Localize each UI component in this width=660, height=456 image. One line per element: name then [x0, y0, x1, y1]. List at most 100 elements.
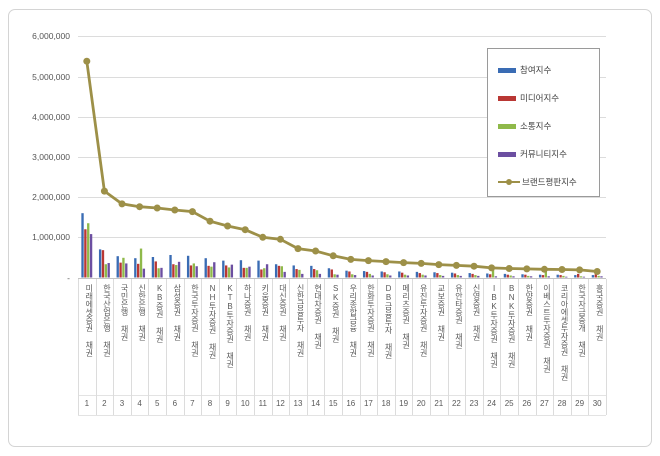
bar	[84, 229, 87, 278]
bar	[313, 269, 316, 278]
category-separator	[254, 278, 255, 415]
bar	[527, 275, 530, 278]
bar	[459, 275, 462, 278]
bar	[315, 270, 319, 278]
bar	[192, 263, 195, 278]
line-point	[470, 262, 478, 270]
bar	[336, 274, 339, 278]
rank-label: 14	[311, 399, 321, 408]
bar	[230, 264, 234, 278]
category-separator	[306, 278, 308, 415]
line-point	[417, 259, 425, 267]
bar	[274, 264, 278, 278]
bar	[433, 272, 436, 278]
category-separator	[535, 278, 537, 415]
rank-label: 3	[119, 399, 125, 408]
line-point	[188, 208, 196, 216]
category-separator	[570, 278, 572, 415]
line-point	[136, 203, 144, 211]
bar	[301, 273, 304, 278]
bar	[503, 273, 507, 278]
bar	[134, 258, 137, 278]
bar	[538, 274, 542, 278]
rank-label: 18	[381, 399, 391, 408]
category-separator	[553, 278, 555, 415]
bar	[98, 249, 102, 278]
gridline	[78, 36, 606, 38]
rank-label: 29	[575, 399, 585, 408]
category-separator	[183, 278, 185, 415]
category-separator	[78, 278, 79, 415]
line-point	[206, 217, 214, 225]
category-separator	[201, 278, 203, 415]
rank-label: 27	[539, 399, 549, 408]
bar	[456, 275, 459, 278]
legend-swatch	[498, 123, 516, 129]
category-label: DB금융투자 채권	[384, 284, 393, 359]
bar	[345, 270, 348, 278]
category-label: 삼성증권 채권	[172, 284, 182, 341]
line-point	[364, 257, 372, 265]
bar	[574, 275, 577, 278]
bar	[104, 264, 107, 278]
bar	[207, 265, 210, 278]
bar	[186, 255, 190, 278]
category-label: 한국산업은행 채권	[102, 284, 112, 357]
bar	[403, 274, 407, 278]
category-label: 키움증권 채권	[260, 284, 270, 341]
category-label: 유진투자증권 채권	[419, 284, 429, 357]
category-label: 신한금융투자 채권	[296, 284, 305, 357]
rank-label: 1	[84, 399, 90, 408]
bar	[524, 274, 527, 278]
gridline	[78, 156, 606, 158]
bar	[494, 276, 498, 278]
bar	[175, 265, 178, 278]
category-label: 미래에셋증권 채권	[84, 284, 94, 357]
bar	[600, 276, 603, 278]
rank-label: 24	[487, 399, 497, 408]
bar	[380, 271, 383, 278]
gridline	[78, 76, 606, 78]
bar	[227, 267, 231, 278]
line-point	[593, 268, 601, 275]
rank-label: 11	[258, 399, 267, 408]
y-tick-label: 6,000,000	[32, 31, 70, 42]
bar	[529, 276, 533, 278]
bar	[597, 275, 600, 278]
bar	[424, 275, 427, 278]
category-label: IBK투자증권 채권	[489, 284, 499, 368]
bar	[577, 273, 580, 278]
bar	[368, 273, 371, 278]
bar	[406, 275, 410, 278]
bar	[89, 234, 93, 278]
bar	[450, 272, 454, 278]
rank-label: 25	[504, 399, 514, 408]
category-separator	[218, 278, 220, 415]
bar	[160, 267, 163, 278]
bar	[491, 266, 495, 278]
bar	[87, 223, 90, 278]
bar	[122, 257, 125, 278]
legend-item: 브랜드평판지수	[498, 168, 599, 196]
bar	[383, 272, 386, 278]
line-point	[100, 187, 108, 195]
legend-item-label: 브랜드평판지수	[522, 177, 577, 187]
bar	[468, 273, 471, 278]
legend-item-label: 참여지수	[520, 65, 552, 75]
category-label: 대신증권 채권	[278, 284, 288, 341]
rank-label: 21	[434, 399, 444, 408]
bar	[177, 261, 181, 278]
bar	[541, 275, 545, 278]
bar	[353, 275, 357, 278]
category-label: 교보증권 채권	[436, 284, 446, 341]
category-label: SK증권 채권	[331, 284, 341, 343]
rank-label: 6	[172, 399, 178, 408]
bar	[169, 254, 172, 278]
bar	[559, 275, 562, 278]
line-point	[259, 233, 267, 241]
category-separator	[518, 278, 519, 415]
gridline	[78, 116, 606, 118]
bar	[280, 266, 283, 278]
category-separator	[430, 278, 431, 415]
